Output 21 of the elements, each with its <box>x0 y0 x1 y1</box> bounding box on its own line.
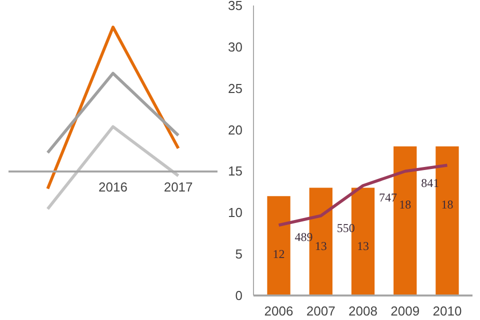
data-label: 12 <box>272 247 285 262</box>
y-tick-label: 15 <box>228 164 243 179</box>
y-tick-label: 20 <box>228 122 243 138</box>
data-label: 18 <box>441 197 454 212</box>
data-label: 13 <box>357 238 369 253</box>
x-tick-label: 2016 <box>98 179 128 194</box>
data-label: 13 <box>314 238 327 253</box>
x-tick-label: 2009 <box>390 304 420 318</box>
y-tick-label: 0 <box>235 288 243 303</box>
x-tick-label: 2008 <box>348 304 378 318</box>
x-tick-label: 2010 <box>432 304 462 318</box>
x-tick-label: 2017 <box>164 179 193 194</box>
bar <box>267 196 290 296</box>
data-label: 18 <box>399 197 412 212</box>
y-tick-label: 25 <box>228 80 243 96</box>
x-tick-label: 2007 <box>306 304 336 318</box>
y-tick-label: 10 <box>228 205 243 220</box>
y-tick-label: 35 <box>228 0 243 13</box>
x-tick-label: 2006 <box>264 304 294 318</box>
y-tick-label: 30 <box>228 39 243 54</box>
y-tick-label: 5 <box>235 246 243 262</box>
